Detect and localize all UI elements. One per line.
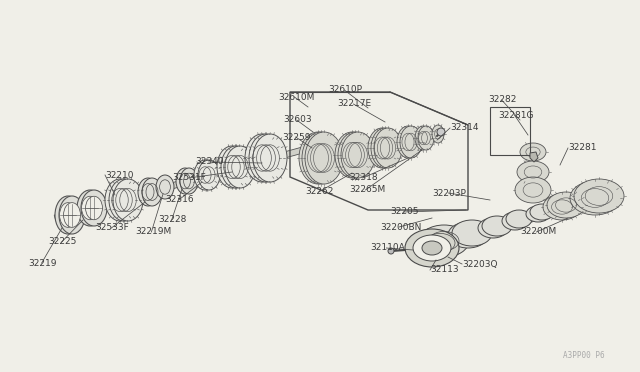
Text: 32340: 32340 xyxy=(195,157,223,167)
Ellipse shape xyxy=(371,128,399,168)
Ellipse shape xyxy=(415,227,465,259)
Circle shape xyxy=(437,128,445,136)
Ellipse shape xyxy=(221,146,251,188)
Ellipse shape xyxy=(415,126,431,150)
Text: 32259: 32259 xyxy=(282,132,310,141)
Ellipse shape xyxy=(245,134,279,182)
Text: 32281: 32281 xyxy=(568,144,596,153)
Text: 32262: 32262 xyxy=(305,187,333,196)
Ellipse shape xyxy=(305,132,343,184)
Text: 32219M: 32219M xyxy=(135,228,172,237)
Ellipse shape xyxy=(520,143,546,161)
Polygon shape xyxy=(530,152,538,162)
Text: 32533F: 32533F xyxy=(95,224,129,232)
Ellipse shape xyxy=(368,128,396,168)
Ellipse shape xyxy=(418,126,434,150)
Ellipse shape xyxy=(413,235,451,261)
Ellipse shape xyxy=(198,160,220,190)
Text: 32281G: 32281G xyxy=(498,110,534,119)
Ellipse shape xyxy=(77,190,103,226)
Ellipse shape xyxy=(341,132,375,178)
Ellipse shape xyxy=(338,132,372,178)
Text: 32200M: 32200M xyxy=(520,228,556,237)
Ellipse shape xyxy=(217,146,247,188)
Text: 32282: 32282 xyxy=(488,96,516,105)
Ellipse shape xyxy=(142,178,162,206)
Ellipse shape xyxy=(81,196,99,220)
Ellipse shape xyxy=(299,132,337,184)
Polygon shape xyxy=(54,145,311,221)
Ellipse shape xyxy=(526,206,550,222)
Ellipse shape xyxy=(63,203,81,227)
Ellipse shape xyxy=(432,125,444,143)
Text: 32314: 32314 xyxy=(450,124,479,132)
Circle shape xyxy=(388,248,394,254)
Ellipse shape xyxy=(113,179,143,221)
Text: 32210: 32210 xyxy=(105,170,134,180)
Ellipse shape xyxy=(374,128,402,168)
Text: 32610M: 32610M xyxy=(278,93,314,102)
Ellipse shape xyxy=(176,168,194,194)
Ellipse shape xyxy=(570,181,620,215)
Ellipse shape xyxy=(55,196,81,234)
Text: 32110A: 32110A xyxy=(370,244,404,253)
Polygon shape xyxy=(414,195,611,253)
Ellipse shape xyxy=(249,134,283,182)
Text: A3PP00 P6: A3PP00 P6 xyxy=(563,351,605,360)
Text: 32265M: 32265M xyxy=(349,186,385,195)
Ellipse shape xyxy=(502,212,528,230)
Ellipse shape xyxy=(194,160,216,190)
Ellipse shape xyxy=(225,146,255,188)
Text: 32203Q: 32203Q xyxy=(462,260,497,269)
Ellipse shape xyxy=(517,161,549,183)
Ellipse shape xyxy=(422,241,442,255)
Text: 32531F: 32531F xyxy=(172,173,205,183)
Text: 32610P: 32610P xyxy=(328,86,362,94)
Ellipse shape xyxy=(478,218,508,238)
Ellipse shape xyxy=(60,203,76,227)
Ellipse shape xyxy=(335,132,369,178)
Ellipse shape xyxy=(543,194,581,220)
Ellipse shape xyxy=(448,222,488,248)
Ellipse shape xyxy=(253,134,287,182)
Text: 32228: 32228 xyxy=(158,215,186,224)
Text: 32219: 32219 xyxy=(28,259,56,267)
Text: 32217E: 32217E xyxy=(337,99,371,109)
Ellipse shape xyxy=(515,177,551,203)
Ellipse shape xyxy=(138,178,158,206)
Text: 32205: 32205 xyxy=(390,208,419,217)
Ellipse shape xyxy=(452,220,492,246)
Ellipse shape xyxy=(59,196,85,234)
Ellipse shape xyxy=(86,196,102,220)
Text: 32200BN: 32200BN xyxy=(380,222,421,231)
Ellipse shape xyxy=(180,168,198,194)
Ellipse shape xyxy=(405,229,459,267)
Ellipse shape xyxy=(530,204,554,220)
Ellipse shape xyxy=(397,126,419,158)
Ellipse shape xyxy=(302,132,340,184)
Ellipse shape xyxy=(81,190,107,226)
Text: 32603: 32603 xyxy=(283,115,312,125)
Text: 32316: 32316 xyxy=(165,196,194,205)
Ellipse shape xyxy=(574,179,624,213)
Ellipse shape xyxy=(506,210,532,228)
Text: 32318: 32318 xyxy=(349,173,378,183)
Ellipse shape xyxy=(419,225,469,257)
Ellipse shape xyxy=(482,216,512,236)
Text: 32225: 32225 xyxy=(48,237,76,247)
Ellipse shape xyxy=(547,192,585,218)
Ellipse shape xyxy=(400,126,422,158)
Ellipse shape xyxy=(156,175,174,199)
Text: 32203P: 32203P xyxy=(432,189,466,198)
Ellipse shape xyxy=(105,179,135,221)
Text: 32113: 32113 xyxy=(430,266,459,275)
Ellipse shape xyxy=(109,179,139,221)
